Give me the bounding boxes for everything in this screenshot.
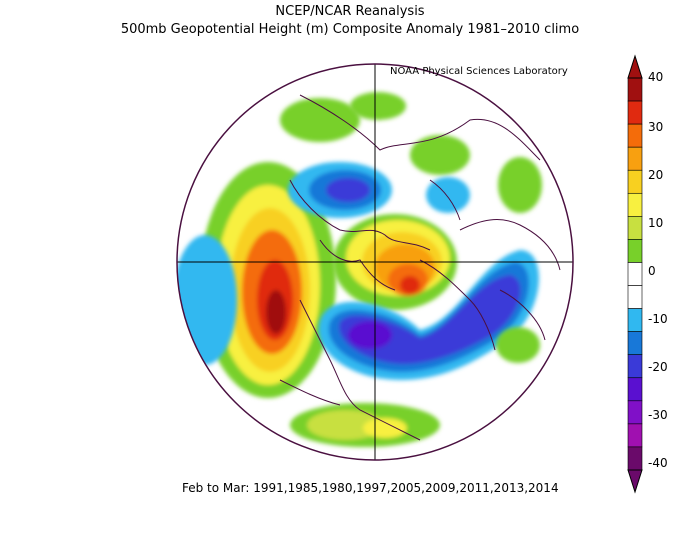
colorbar-segment — [627, 100, 643, 125]
colorbar — [627, 54, 643, 494]
colorbar-segment — [627, 308, 643, 332]
atlantic-trough — [318, 250, 539, 380]
colorbar-segment — [627, 423, 643, 448]
colorbar-segment — [627, 377, 643, 402]
colorbar-max-arrow — [627, 54, 643, 79]
colorbar-label: -30 — [648, 408, 668, 422]
colorbar-label: -10 — [648, 312, 668, 326]
siberian-trough — [288, 162, 392, 218]
colorbar-segment — [627, 216, 643, 240]
colorbar-segment — [627, 239, 643, 263]
colorbar-label: 40 — [648, 70, 664, 84]
southern-ridge — [290, 403, 440, 447]
chart-title: NCEP/NCAR Reanalysis — [275, 4, 425, 19]
colorbar-label: -40 — [648, 456, 668, 470]
colorbar-label: 30 — [648, 120, 664, 134]
colorbar-min-arrow — [627, 469, 643, 494]
colorbar-segment — [627, 123, 643, 148]
colorbar-label: 0 — [648, 264, 656, 278]
colorbar-label: -20 — [648, 360, 668, 374]
colorbar-segment — [627, 146, 643, 171]
upper-left-positive — [280, 98, 360, 142]
chart-subtitle: 500mb Geopotential Height (m) Composite … — [120, 22, 580, 37]
colorbar-segment — [627, 400, 643, 425]
map-border — [176, 63, 574, 461]
colorbar-segment — [627, 77, 643, 102]
colorbar-segment — [627, 262, 643, 286]
colorbar-label: 10 — [648, 216, 664, 230]
colorbar-label: 20 — [648, 168, 664, 182]
coastlines — [279, 94, 561, 441]
colorbar-segment — [627, 285, 643, 309]
anomaly-field — [177, 92, 542, 447]
arctic-ridge — [333, 214, 457, 310]
credit-label: NOAA Physical Sciences Laboratory — [390, 66, 568, 77]
composite-years-caption: Feb to Mar: 1991,1985,1980,1997,2005,200… — [182, 481, 559, 495]
colorbar-segment — [627, 354, 643, 379]
west-trough — [177, 235, 237, 365]
colorbar-segment — [627, 192, 643, 217]
pacific-ridge — [200, 162, 336, 398]
colorbar-segment — [627, 331, 643, 356]
colorbar-segment — [627, 446, 643, 471]
colorbar-segment — [627, 169, 643, 194]
